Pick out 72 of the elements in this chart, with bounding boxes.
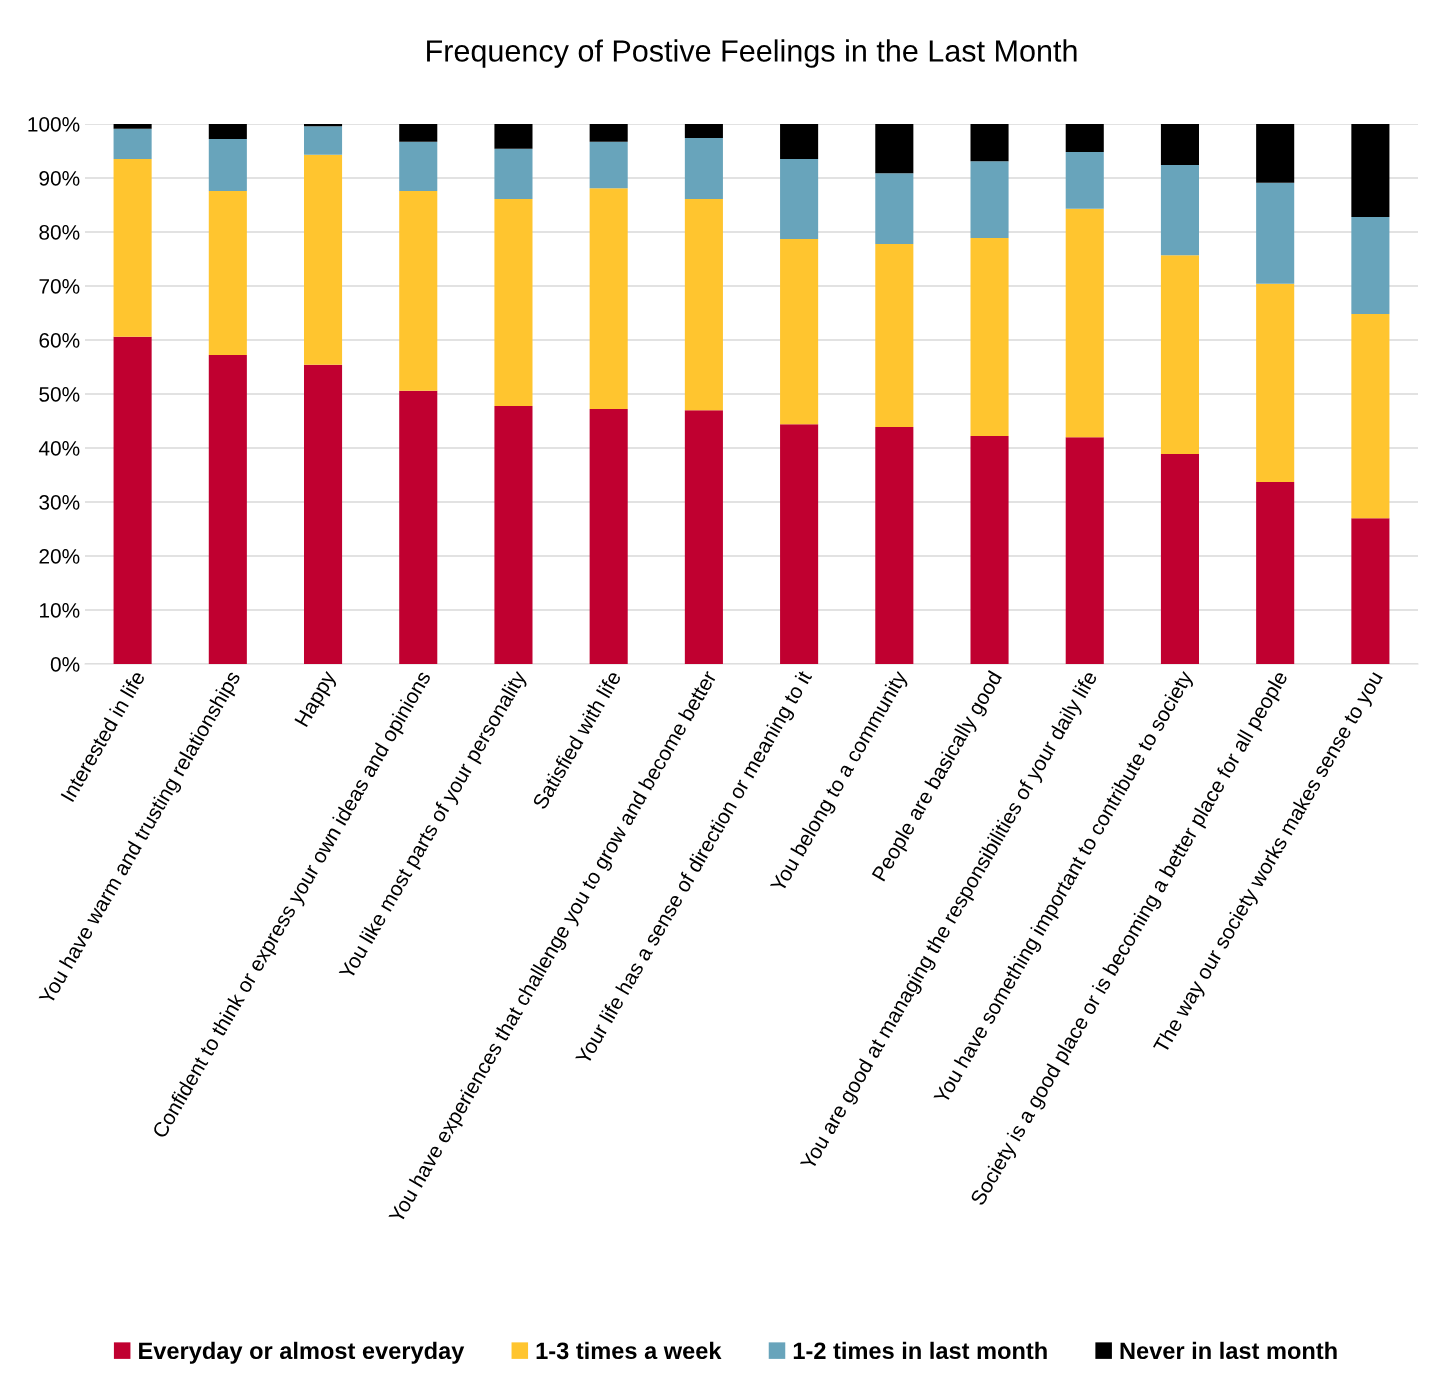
y-tick-label: 100% bbox=[28, 117, 80, 132]
bar bbox=[1351, 216, 1390, 315]
y-tick-label: 30% bbox=[39, 495, 80, 510]
bar bbox=[684, 138, 723, 200]
bar bbox=[1256, 482, 1295, 664]
bar bbox=[113, 128, 152, 160]
bar bbox=[1065, 152, 1104, 209]
y-tick-label: 10% bbox=[40, 603, 80, 618]
bar bbox=[875, 243, 914, 427]
bar bbox=[1256, 283, 1295, 483]
bar bbox=[970, 237, 1009, 437]
bar bbox=[208, 124, 247, 140]
bar bbox=[1351, 314, 1390, 519]
bar bbox=[875, 426, 914, 664]
bar bbox=[1160, 255, 1200, 454]
bar bbox=[1256, 182, 1295, 284]
bar bbox=[113, 336, 152, 664]
bar bbox=[589, 409, 628, 664]
bar bbox=[780, 239, 819, 425]
bar bbox=[684, 124, 723, 139]
y-tick-label: 90% bbox=[39, 171, 80, 186]
legend-label: Everyday or almost everyday bbox=[139, 1341, 465, 1364]
bar bbox=[875, 124, 914, 174]
bar bbox=[113, 124, 152, 129]
bar bbox=[399, 390, 438, 664]
bar bbox=[494, 199, 533, 406]
bar bbox=[303, 126, 343, 155]
bar bbox=[494, 124, 533, 149]
bar bbox=[1351, 518, 1390, 664]
bar bbox=[875, 173, 914, 244]
y-tick-label: 40% bbox=[38, 441, 80, 456]
y-tick-label: 20% bbox=[39, 549, 80, 564]
bar bbox=[970, 124, 1009, 162]
bar bbox=[1065, 124, 1104, 153]
bar bbox=[780, 159, 819, 240]
bar bbox=[399, 190, 438, 391]
bar bbox=[970, 436, 1009, 664]
bar bbox=[1065, 437, 1104, 664]
legend-label: 1-2 times in last month bbox=[793, 1341, 1047, 1360]
bar bbox=[780, 124, 819, 160]
bar bbox=[208, 190, 247, 356]
bar bbox=[684, 410, 723, 664]
bar bbox=[1256, 124, 1295, 183]
bar bbox=[113, 159, 152, 337]
legend-label: Never in last month bbox=[1120, 1341, 1337, 1360]
chart-title: Frequency of Postive Feelings in the Last Month bbox=[427, 39, 1077, 68]
bar bbox=[970, 161, 1009, 238]
bar bbox=[494, 148, 533, 200]
bar bbox=[494, 405, 533, 664]
bar bbox=[1160, 453, 1200, 664]
bar bbox=[399, 124, 438, 142]
y-tick-label: 80% bbox=[39, 225, 80, 240]
y-tick-label: 60% bbox=[39, 333, 80, 348]
bar bbox=[303, 364, 343, 664]
bar bbox=[589, 141, 628, 189]
bar bbox=[589, 124, 628, 142]
y-tick-label: 0% bbox=[50, 657, 80, 672]
bar bbox=[780, 424, 819, 664]
bar bbox=[1351, 124, 1390, 217]
bar bbox=[303, 124, 343, 127]
bar bbox=[208, 139, 247, 191]
bar bbox=[684, 199, 723, 411]
bar bbox=[399, 141, 438, 191]
bar bbox=[1065, 208, 1104, 438]
bar bbox=[208, 355, 247, 664]
bar bbox=[1160, 124, 1200, 166]
y-tick-label: 70% bbox=[39, 279, 80, 294]
bar bbox=[1160, 165, 1200, 256]
bar bbox=[589, 188, 628, 410]
y-tick-label: 50% bbox=[39, 387, 80, 402]
legend-label: 1-3 times a week bbox=[536, 1341, 722, 1360]
bar bbox=[303, 154, 343, 365]
